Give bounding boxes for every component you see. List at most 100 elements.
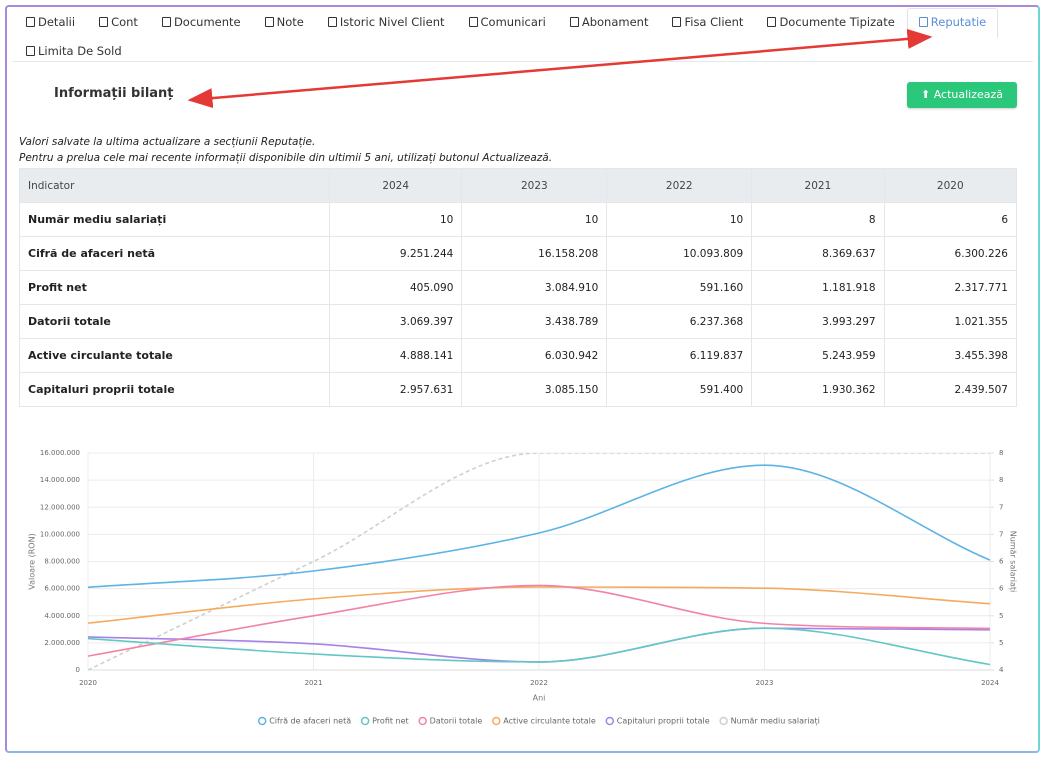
table-cell: 6.119.837 [606, 338, 753, 373]
series-line [88, 584, 990, 657]
table-cell: 2.439.507 [883, 372, 1018, 407]
table-cell: 2.957.631 [328, 372, 463, 407]
legend-label: Cifră de afaceri netă [269, 717, 351, 726]
x-tick-label: 2023 [756, 679, 774, 687]
tab-label[interactable]: Abonament [581, 15, 649, 29]
y2-tick-label: 8 [999, 449, 1003, 457]
column-header: 2024 [328, 168, 463, 203]
column-header: Indicator [19, 168, 330, 203]
legend-swatch [360, 716, 370, 726]
tab-bar: Detalii Cont Documente Note Istoric Nive… [14, 8, 999, 38]
y-tick-label: 14.000.000 [40, 476, 80, 484]
table-cell: 10 [606, 202, 753, 237]
series-line [88, 464, 990, 589]
table-cell: 8.369.637 [751, 236, 885, 271]
column-header: 2022 [606, 168, 753, 203]
header-row: Indicator 2024 2023 2022 2021 2020 [19, 168, 1018, 203]
legend-label: Datorii totale [430, 717, 483, 726]
table-cell: Active circulante totale [19, 338, 330, 373]
y2-tick-label: 6 [999, 585, 1004, 593]
y-tick-label: 12.000.000 [40, 503, 80, 511]
tab-label[interactable]: Limita De Sold [38, 44, 122, 58]
y-tick-label: 4.000.000 [44, 612, 80, 620]
tab[interactable]: Documente [150, 8, 253, 38]
y2-tick-label: 7 [999, 530, 1003, 538]
section-title: Informații bilanț [54, 86, 174, 101]
y-axis-label: Valoare (RON) [28, 533, 37, 589]
y-tick-label: 16.000.000 [40, 449, 80, 457]
table-cell: 2.317.771 [883, 270, 1018, 305]
y2-tick-label: 8 [999, 476, 1003, 484]
table-cell: Cifră de afaceri netă [19, 236, 330, 271]
y-tick-label: 2.000.000 [44, 639, 80, 647]
table-cell: 3.455.398 [883, 338, 1018, 373]
x-tick-label: 2024 [981, 679, 999, 687]
tab-label[interactable]: Fisa Client [684, 15, 744, 29]
legend-label: Număr mediu salariați [731, 717, 820, 727]
y2-tick-label: 7 [999, 503, 1003, 511]
x-tick-label: 2022 [530, 679, 548, 687]
y2-tick-label: 6 [999, 558, 1004, 566]
tab-label[interactable]: Detalii [38, 15, 76, 29]
series-line [88, 627, 990, 666]
legend-swatch [605, 716, 615, 726]
tab-label[interactable]: Comunicari [480, 15, 546, 29]
button-label[interactable]: Actualizează [933, 88, 1004, 101]
table-cell: 16.158.208 [461, 236, 608, 271]
tab-bar-row2: Limita De Sold [14, 37, 134, 67]
y2-tick-label: 5 [999, 612, 1003, 620]
table-cell: 3.085.150 [461, 372, 608, 407]
tab[interactable]: Abonament [558, 8, 661, 38]
legend-swatch [257, 716, 267, 726]
tab[interactable]: Comunicari [457, 8, 558, 38]
tab[interactable]: Cont [87, 8, 150, 38]
y-tick-label: 0 [76, 666, 80, 674]
legend: Cifră de afaceri netă Profit net Datorii t… [257, 716, 820, 727]
table-cell: 10.093.809 [606, 236, 753, 271]
tab[interactable]: Istoric Nivel Client [316, 8, 457, 38]
table-cell: 591.400 [606, 372, 753, 407]
legend-swatch [492, 716, 501, 726]
note: Pentru a prelua cele mai recente informa… [19, 152, 553, 164]
tab[interactable]: Detalii [14, 8, 87, 38]
card [5, 5, 1040, 753]
table-row: Cifră de afaceri netă 9.251.244 16.158.208… [19, 236, 1018, 271]
table-cell: 10 [328, 202, 463, 237]
tab[interactable]: Documente Tipizate [755, 8, 906, 38]
table-cell: 6.300.226 [883, 236, 1018, 271]
note: Valori salvate la ultima actualizare a s… [19, 136, 316, 148]
tab-label[interactable]: Note [276, 15, 304, 29]
tab-label[interactable]: Istoric Nivel Client [339, 15, 445, 29]
y-tick-label: 10.000.000 [40, 530, 80, 538]
table-cell: Datorii totale [19, 304, 330, 339]
table-cell: 9.251.244 [328, 236, 463, 271]
table-cell: 8 [751, 202, 885, 237]
y-tick-label: 8.000.000 [44, 558, 80, 566]
tab[interactable]: Fisa Client [660, 8, 755, 38]
legend-label: Capitaluri proprii totale [617, 717, 710, 726]
column-header: 2020 [883, 168, 1018, 203]
annotation-arrow [187, 28, 933, 109]
table-cell: 591.160 [606, 270, 753, 305]
tab-label[interactable]: Documente [173, 15, 241, 29]
table-cell: 405.090 [328, 270, 463, 305]
tab[interactable]: Limita De Sold [14, 37, 134, 67]
tab-label[interactable]: Reputatie [930, 15, 987, 29]
legend-label: Active circulante totale [503, 717, 596, 726]
legend-swatch [719, 716, 728, 726]
tab-label[interactable]: Cont [111, 15, 138, 29]
x-tick-label: 2020 [79, 679, 97, 687]
y2-tick-label: 5 [999, 639, 1003, 647]
tab-label[interactable]: Documente Tipizate [779, 15, 895, 29]
y-tick-label: 6.000.000 [44, 585, 80, 593]
y2-axis-label: Număr salariați [1008, 531, 1018, 593]
table-row: Datorii totale 3.069.397 3.438.789 6.237.36… [19, 304, 1018, 339]
table-cell: 3.993.297 [751, 304, 885, 339]
tab[interactable]: Note [253, 8, 316, 38]
table-row: Capitaluri proprii totale 2.957.631 3.085.… [19, 372, 1018, 407]
x-axis-label: Ani [533, 694, 546, 703]
series-line [88, 586, 990, 624]
y2-tick-label: 4 [999, 666, 1004, 674]
